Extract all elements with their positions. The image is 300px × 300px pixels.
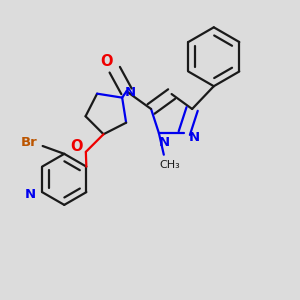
- Text: N: N: [159, 136, 170, 149]
- Text: Br: Br: [20, 136, 37, 148]
- Text: N: N: [25, 188, 36, 201]
- Text: N: N: [188, 130, 200, 143]
- Text: N: N: [124, 86, 136, 99]
- Text: CH₃: CH₃: [159, 160, 180, 170]
- Text: O: O: [70, 140, 82, 154]
- Text: O: O: [100, 54, 113, 69]
